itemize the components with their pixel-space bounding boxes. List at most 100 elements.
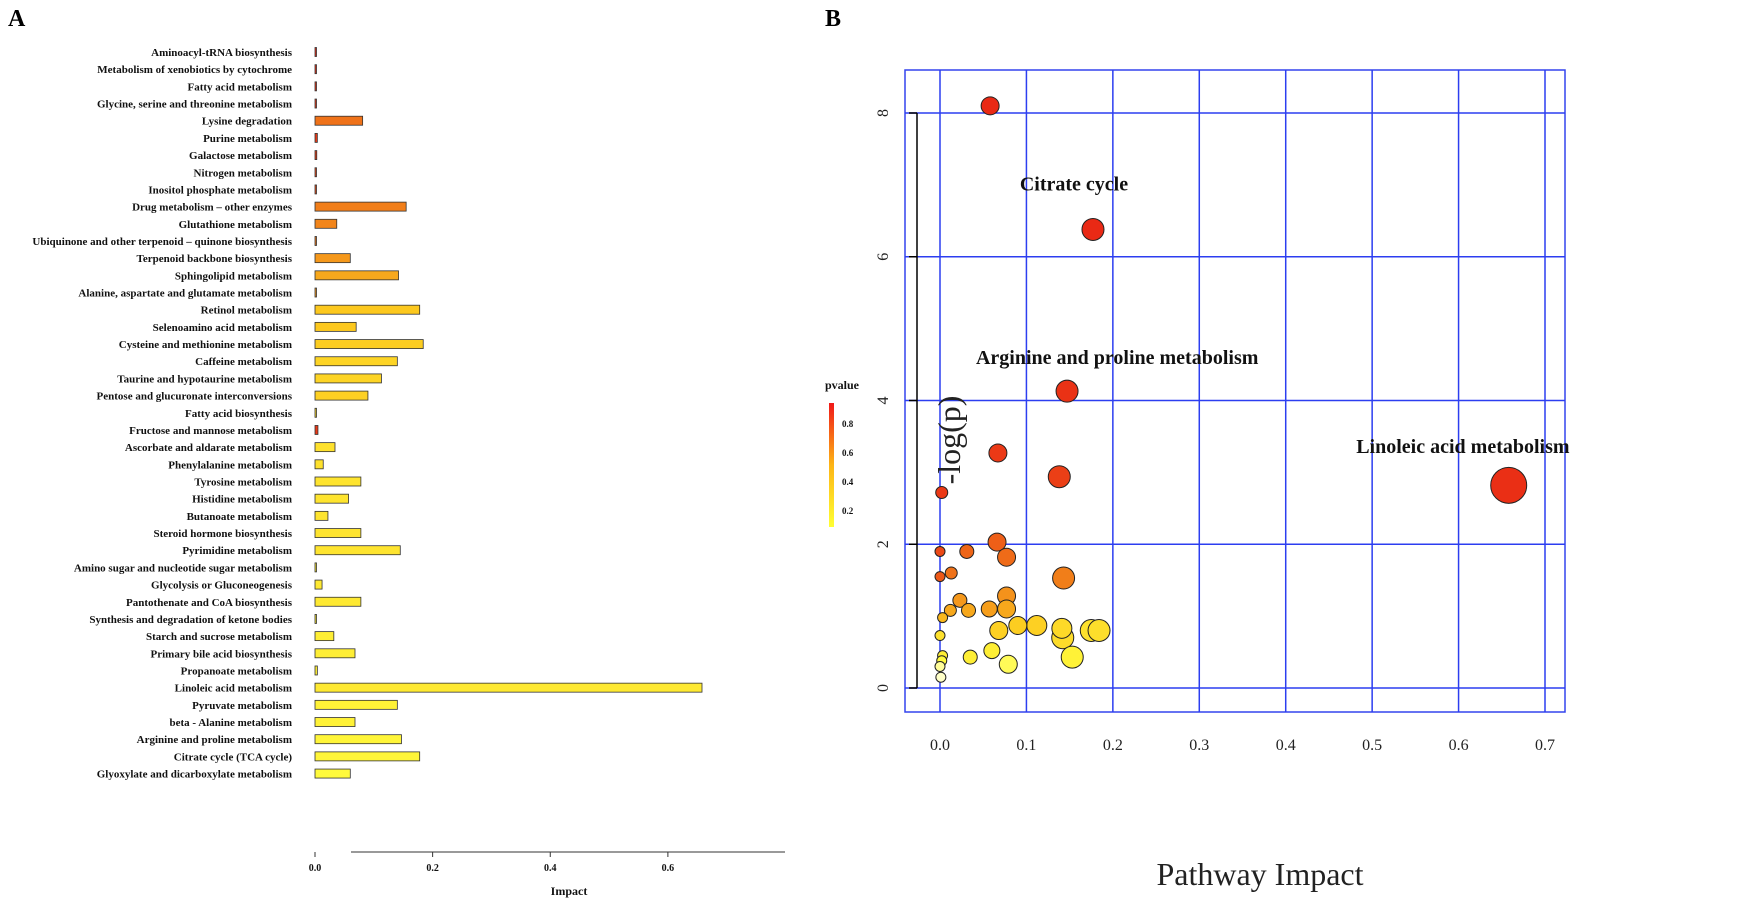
data-point: [1052, 566, 1076, 590]
y-tick-label: 4: [875, 397, 892, 405]
bar: [314, 425, 319, 435]
x-axis-label: Impact: [551, 884, 588, 898]
category-label: Starch and sucrose metabolism: [146, 631, 292, 643]
data-point: [937, 612, 949, 624]
category-label: Histidine metabolism: [192, 494, 292, 506]
legend-title: pvalue: [825, 378, 860, 392]
x-tick-label: 0.5: [1362, 737, 1382, 754]
data-point: [943, 603, 957, 617]
bar: [314, 270, 399, 281]
category-label: Fructose and mannose metabolism: [129, 425, 292, 437]
legend-tick: 0.8: [842, 419, 854, 429]
category-label: Steroid hormone biosynthesis: [153, 528, 292, 540]
bar: [314, 493, 349, 504]
x-tick-label: 0.0: [309, 863, 322, 874]
bars: [314, 47, 703, 779]
data-point: [935, 671, 947, 683]
data-point: [1051, 617, 1073, 639]
category-label: Retinol metabolism: [201, 305, 292, 317]
grid: [904, 69, 1566, 713]
bar: [314, 476, 362, 487]
plot-border: [904, 69, 1566, 713]
bar: [314, 390, 369, 401]
category-label: Galactose metabolism: [189, 150, 292, 162]
data-point: [934, 630, 946, 642]
bar: [314, 373, 382, 384]
bar: [314, 579, 323, 590]
data-point: [959, 543, 975, 559]
category-label: Sphingolipid metabolism: [175, 270, 292, 282]
panel-a-label: A: [8, 6, 26, 32]
pvalue-legend: pvalue 0.8 0.6 0.4 0.2: [825, 378, 860, 527]
category-label: beta - Alanine metabolism: [169, 717, 292, 729]
annotations: Citrate cycle Arginine and proline metabo…: [976, 174, 1570, 458]
category-label: Glycine, serine and threonine metabolism: [97, 99, 292, 111]
bar: [314, 115, 364, 126]
category-label: Cysteine and methionine metabolism: [119, 339, 292, 351]
bar: [314, 682, 703, 693]
bar: [314, 699, 398, 710]
data-point: [997, 547, 1017, 567]
panel-a-bar-chart: Aminoacyl-tRNA biosynthesis Metabolism of…: [32, 47, 785, 898]
y-tick-label: 6: [875, 253, 892, 261]
category-label: Arginine and proline metabolism: [137, 734, 292, 746]
category-label: Citrate cycle (TCA cycle): [174, 751, 293, 763]
data-point: [980, 600, 998, 618]
y-tick-label: 0: [875, 684, 892, 692]
point-annotation: Linoleic acid metabolism: [1356, 436, 1570, 458]
bar-labels: Aminoacyl-tRNA biosynthesis Metabolism of…: [32, 47, 292, 781]
y-tick-label: 8: [875, 109, 892, 117]
data-point: [934, 571, 946, 583]
data-point: [1081, 217, 1105, 241]
bar: [314, 442, 336, 453]
data-point: [987, 532, 1007, 552]
category-label: Butanoate metabolism: [187, 511, 292, 523]
bar: [314, 236, 317, 246]
category-label: Linoleic acid metabolism: [175, 683, 292, 695]
category-label: Amino sugar and nucleotide sugar metabol…: [74, 562, 292, 574]
bar: [314, 356, 398, 367]
data-point: [997, 599, 1017, 619]
category-label: Glutathione metabolism: [179, 219, 292, 231]
category-label: Fatty acid biosynthesis: [185, 408, 293, 420]
x-tick-label: 0.4: [544, 863, 557, 874]
legend-tick: 0.6: [842, 448, 854, 458]
x-tick-label: 0.2: [1103, 737, 1123, 754]
bar: [314, 596, 362, 607]
x-tick-label: 0.3: [1189, 737, 1209, 754]
bar: [314, 321, 357, 332]
bar: [314, 287, 317, 298]
bar: [314, 47, 317, 57]
category-label: Glyoxylate and dicarboxylate metabolism: [97, 769, 292, 781]
bar: [314, 253, 351, 264]
data-point: [983, 642, 1001, 660]
bar: [314, 768, 351, 779]
bar: [314, 339, 424, 349]
bar: [314, 459, 324, 470]
x-ticks: 0.0 0.2 0.4 0.6: [309, 852, 674, 874]
points: [934, 96, 1528, 683]
bar: [314, 510, 329, 521]
category-label: Terpenoid backbone biosynthesis: [137, 253, 293, 265]
data-point: [1087, 619, 1111, 642]
bar: [314, 545, 401, 556]
data-point: [1490, 466, 1528, 504]
data-point: [961, 602, 977, 618]
x-tick-label: 0.0: [930, 737, 950, 754]
category-label: Taurine and hypotaurine metabolism: [117, 373, 292, 385]
category-label: Ascorbate and aldarate metabolism: [125, 442, 292, 454]
bar: [314, 150, 318, 160]
category-label: Nitrogen metabolism: [194, 167, 292, 179]
category-label: Pentose and glucuronate interconversions: [97, 391, 293, 403]
y-ticks: 0 2 4 6 8: [875, 109, 917, 692]
category-label: Purine metabolism: [203, 133, 292, 145]
data-point: [952, 592, 968, 608]
x-tick-label: 0.7: [1535, 737, 1555, 754]
data-point: [1026, 614, 1048, 636]
panel-b-label: B: [825, 6, 841, 32]
x-tick-label: 0.6: [662, 863, 675, 874]
x-tick-label: 0.2: [426, 863, 439, 874]
category-label: Lysine degradation: [202, 116, 292, 128]
data-point: [935, 486, 949, 499]
x-axis-label: Pathway Impact: [1156, 856, 1363, 892]
